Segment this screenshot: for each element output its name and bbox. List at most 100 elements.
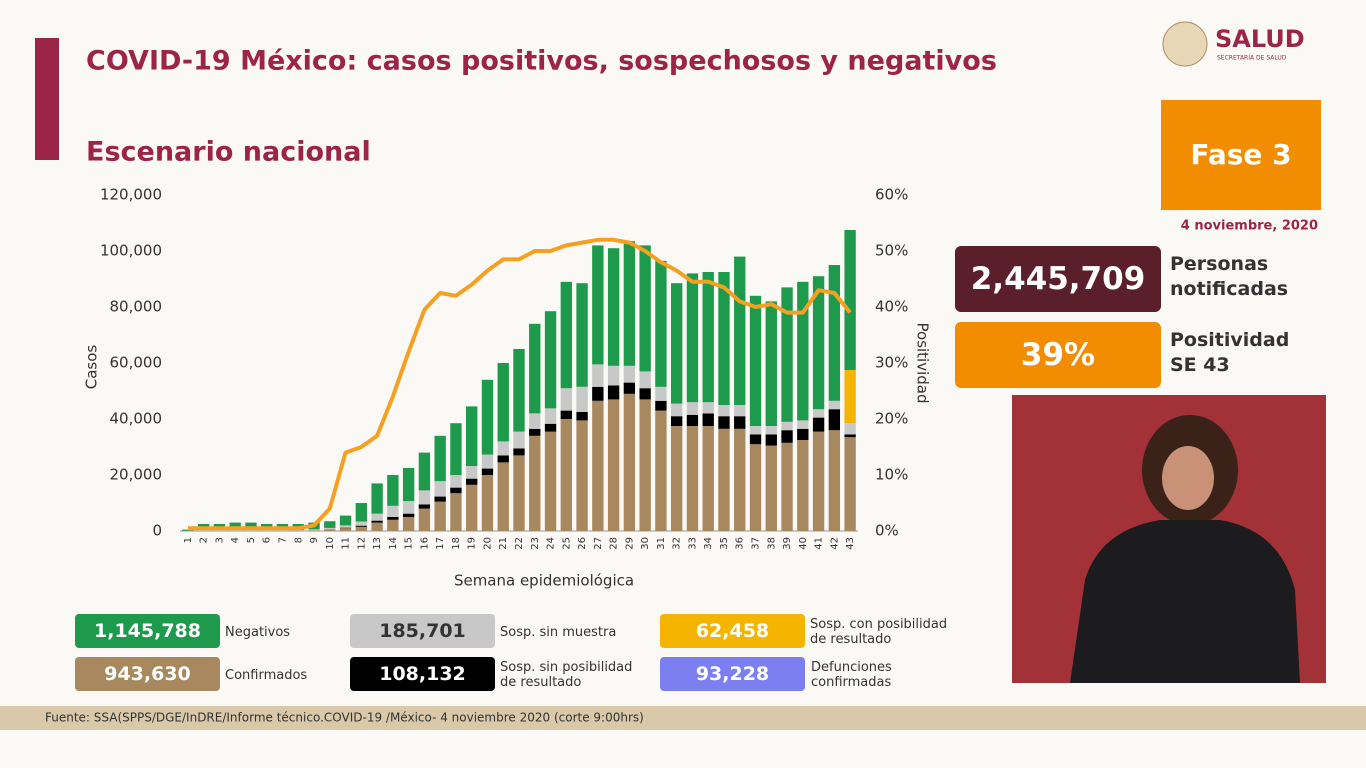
bar-segment bbox=[812, 417, 825, 432]
bar-segment bbox=[765, 434, 777, 446]
x-tick-label: 4 bbox=[230, 537, 241, 543]
bar-segment bbox=[355, 525, 368, 527]
bar-segment bbox=[828, 400, 841, 410]
bar-segment bbox=[812, 276, 825, 410]
bar-segment bbox=[324, 521, 336, 528]
bar-segment bbox=[686, 414, 699, 426]
accent-bar bbox=[35, 38, 59, 160]
bar-segment bbox=[781, 287, 793, 422]
bar-segment bbox=[544, 408, 557, 424]
bar-segment bbox=[481, 475, 494, 531]
x-tick-label: 40 bbox=[798, 537, 809, 550]
legend-label: Sosp. sin posibilidad de resultado bbox=[500, 660, 633, 690]
footer-bar bbox=[0, 706, 1366, 730]
bar-segment bbox=[576, 420, 588, 531]
x-tick-label: 17 bbox=[435, 537, 446, 550]
bar-segment bbox=[765, 301, 777, 426]
bar-segment bbox=[702, 402, 714, 414]
x-tick-label: 2 bbox=[199, 537, 210, 543]
bar-segment bbox=[592, 386, 604, 401]
x-tick-label: 24 bbox=[546, 537, 557, 550]
y-tick-label: 100,000 bbox=[100, 242, 162, 260]
bar-segment bbox=[702, 272, 714, 403]
bar-segment bbox=[544, 311, 557, 409]
bar-segment bbox=[418, 508, 431, 531]
legend-label: Confirmados bbox=[225, 667, 308, 683]
bar-segment bbox=[592, 364, 604, 387]
date: 4 noviembre, 2020 bbox=[1181, 219, 1318, 234]
y2-axis-label: Positividad bbox=[914, 323, 932, 404]
bar-segment bbox=[655, 410, 667, 531]
interpreter-body bbox=[1070, 520, 1300, 683]
legend-value: 943,630 bbox=[75, 657, 220, 691]
bar-segment bbox=[734, 416, 746, 429]
x-tick-label: 39 bbox=[782, 537, 793, 550]
stat-label: Personas notificadas bbox=[1170, 253, 1289, 300]
x-tick-label: 22 bbox=[514, 537, 525, 550]
x-tick-label: 10 bbox=[325, 537, 336, 550]
logo-sub: SECRETARÍA DE SALUD bbox=[1217, 55, 1287, 62]
x-tick-label: 41 bbox=[814, 537, 825, 550]
bar-segment bbox=[734, 405, 746, 417]
y-tick-label: 0 bbox=[152, 522, 162, 540]
bar-segment bbox=[560, 281, 572, 389]
footer: Fuente: SSA(SPPS/DGE/InDRE/Informe técni… bbox=[45, 711, 644, 725]
x-tick-label: 1 bbox=[183, 537, 194, 543]
bar-segment bbox=[355, 526, 368, 531]
y2-tick-label: 40% bbox=[875, 298, 908, 316]
bar-segment bbox=[828, 430, 841, 531]
bar-segment bbox=[749, 434, 762, 445]
bar-segment bbox=[781, 421, 793, 431]
bar-segment bbox=[702, 413, 714, 426]
x-tick-label: 31 bbox=[656, 537, 667, 550]
legend-label: Sosp. con posibilidad de resultado bbox=[810, 617, 948, 647]
x-tick-label: 42 bbox=[829, 537, 840, 550]
bar-segment bbox=[197, 530, 210, 531]
bar-segment bbox=[592, 400, 604, 531]
legend-value: 1,145,788 bbox=[75, 614, 220, 648]
bar-segment bbox=[781, 442, 793, 531]
bar-segment bbox=[592, 245, 604, 365]
bar-segment bbox=[450, 475, 462, 488]
bar-segment bbox=[529, 413, 541, 429]
bar-segment bbox=[797, 440, 809, 531]
bar-segment bbox=[797, 428, 809, 440]
bar-segment bbox=[797, 281, 809, 421]
bar-segment bbox=[844, 423, 856, 435]
bar-segment bbox=[402, 501, 415, 514]
bar-segment bbox=[434, 501, 446, 531]
legend-value: 62,458 bbox=[660, 614, 805, 648]
x-tick-label: 21 bbox=[498, 537, 509, 550]
bar-segment bbox=[844, 230, 856, 370]
bar-segment bbox=[607, 365, 620, 386]
y2-tick-label: 50% bbox=[875, 242, 908, 260]
bar-segment bbox=[434, 496, 446, 502]
bar-segment bbox=[339, 515, 352, 526]
logo: SALUD bbox=[1215, 25, 1305, 53]
bar-segment bbox=[607, 385, 620, 400]
x-tick-label: 14 bbox=[388, 537, 399, 550]
x-tick-label: 8 bbox=[293, 537, 304, 543]
bar-segment bbox=[387, 505, 399, 517]
bar-segment bbox=[544, 423, 557, 432]
bar-segment bbox=[623, 365, 636, 383]
bar-segment bbox=[828, 409, 841, 431]
bar-segment bbox=[607, 248, 620, 366]
bar-segment bbox=[466, 478, 478, 485]
stat-label: Positividad SE 43 bbox=[1170, 329, 1290, 376]
x-tick-label: 3 bbox=[214, 537, 225, 543]
bar-segment bbox=[560, 410, 572, 419]
bar-segment bbox=[765, 426, 777, 435]
logo-emblem bbox=[1162, 21, 1208, 67]
bar-segment bbox=[308, 529, 320, 531]
y-tick-label: 80,000 bbox=[110, 298, 163, 316]
legend-label: Negativos bbox=[225, 624, 291, 640]
x-tick-label: 7 bbox=[277, 537, 288, 543]
bar-segment bbox=[529, 323, 541, 414]
bar-segment bbox=[371, 483, 383, 514]
bar-segment bbox=[560, 419, 572, 531]
bar-segment bbox=[718, 428, 730, 531]
x-tick-label: 29 bbox=[624, 537, 635, 550]
bar-segment bbox=[686, 426, 699, 531]
